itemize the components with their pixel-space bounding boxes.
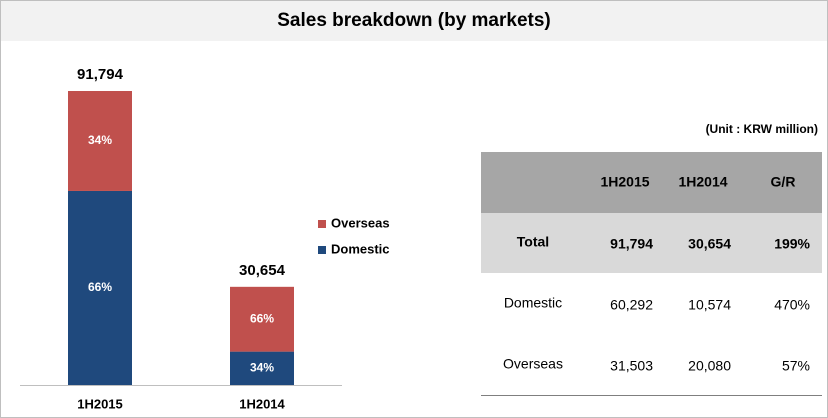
- legend-swatch: [318, 246, 326, 254]
- table-cell: 20,080: [688, 358, 731, 374]
- table-cell: 10,574: [688, 297, 731, 313]
- row-label: Total: [517, 234, 549, 250]
- total-label: 30,654: [239, 262, 286, 279]
- total-label: 91,794: [77, 66, 124, 83]
- x-tick-label: 1H2015: [77, 396, 123, 411]
- table-cell: 60,292: [610, 297, 653, 313]
- row-label: Overseas: [503, 356, 563, 372]
- table-header: 1H2015: [600, 174, 649, 190]
- table-header-row: [481, 152, 822, 213]
- legend-label: Domestic: [331, 241, 390, 256]
- title-bar: [1, 1, 827, 41]
- table-header: G/R: [771, 174, 796, 190]
- table-total-row: [481, 213, 822, 273]
- table-cell: 199%: [774, 236, 810, 252]
- bar-segment: [230, 351, 294, 385]
- table-cell: 30,654: [688, 236, 731, 252]
- legend-label: Overseas: [331, 215, 390, 230]
- unit-note: (Unit : KRW million): [706, 122, 818, 136]
- table-cell: 91,794: [610, 236, 653, 252]
- segment-label: 66%: [250, 311, 274, 325]
- row-label: Domestic: [504, 295, 562, 311]
- bar-segment: [230, 286, 294, 352]
- bar-segment: [68, 91, 132, 191]
- segment-label: 66%: [88, 280, 112, 294]
- table-cell: 470%: [774, 297, 810, 313]
- table-cell: 57%: [782, 358, 810, 374]
- bar-segment: [68, 190, 132, 385]
- table-header: 1H2014: [678, 174, 727, 190]
- table-cell: 31,503: [610, 358, 653, 374]
- segment-label: 34%: [250, 360, 274, 374]
- segment-label: 34%: [88, 133, 112, 147]
- title: Sales breakdown (by markets): [277, 10, 551, 31]
- x-tick-label: 1H2014: [239, 396, 285, 411]
- legend-swatch: [318, 220, 326, 228]
